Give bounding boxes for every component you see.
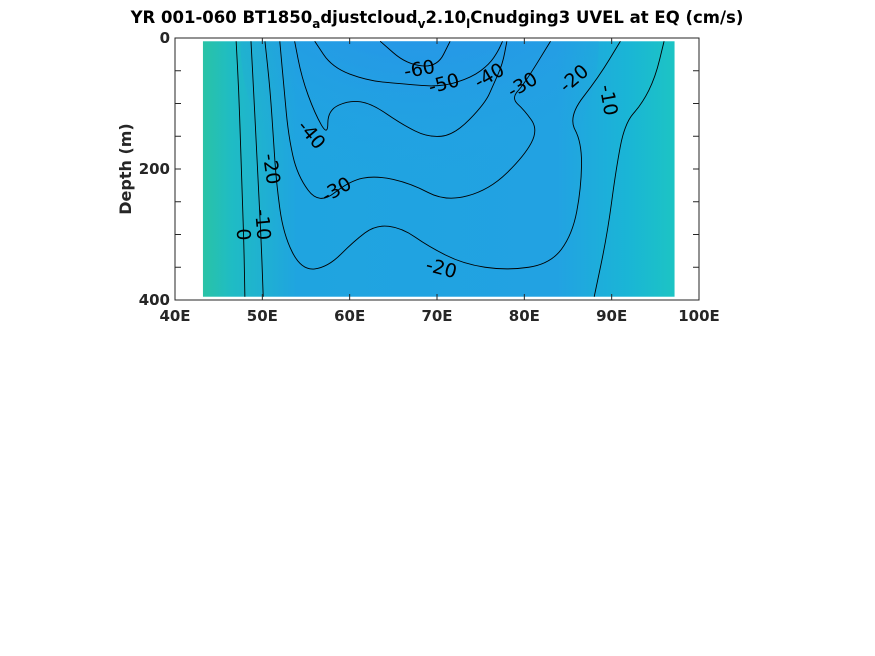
contour-line-neg10-1 — [250, 41, 264, 297]
x-tick-label: 50E — [247, 307, 278, 325]
x-tick-label: 70E — [421, 307, 452, 325]
y-tick-label: 0 — [160, 29, 170, 47]
contour-line-neg60-7 — [379, 40, 451, 67]
contour-label: 0 — [232, 228, 255, 241]
y-tick-label: 200 — [139, 160, 170, 178]
contour-line-neg30-4 — [279, 41, 551, 199]
contour-label: -10 — [250, 208, 275, 241]
contour-line-neg20-3 — [264, 41, 621, 270]
contour-lines — [235, 40, 665, 297]
contour-label: -60 — [402, 56, 436, 83]
chart-title: YR 001-060 BT1850adjustcloudv2.10lCnudgi… — [130, 8, 744, 31]
x-tick-label: 90E — [596, 307, 627, 325]
contour-line-neg50-6 — [314, 41, 503, 87]
y-axis: 0 200 400 — [139, 29, 699, 309]
contour-line-0-0 — [235, 41, 246, 297]
heatmap-field — [202, 41, 675, 297]
contour-line-neg10-2 — [593, 41, 665, 297]
x-tick-label: 80E — [509, 307, 540, 325]
y-tick-label: 400 — [139, 291, 170, 309]
x-tick-label: 40E — [159, 307, 190, 325]
contour-line-neg40-5 — [294, 41, 508, 137]
x-axis: 40E 50E 60E 70E 80E 90E 100E — [159, 38, 720, 325]
jet-core-shading — [240, 41, 599, 233]
contour-labels: 0-10-10-20-20-20-30-30-40-40-50-60 — [232, 56, 622, 283]
y-axis-label: Depth (m) — [116, 123, 135, 215]
x-tick-label: 100E — [678, 307, 720, 325]
contour-label: -20 — [258, 152, 284, 186]
contour-label: -10 — [595, 83, 622, 117]
x-tick-label: 60E — [334, 307, 365, 325]
